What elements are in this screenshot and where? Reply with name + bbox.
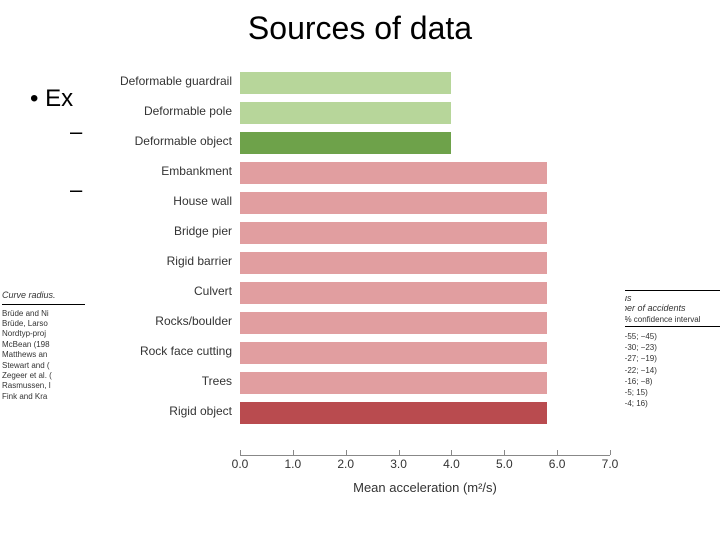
page-title: Sources of data <box>0 10 720 47</box>
table-row: (−22; −14) <box>620 365 720 376</box>
table-left-header: Curve radius. <box>2 290 90 305</box>
bar-label: Deformable pole <box>144 104 232 118</box>
table-row: (−16; −8) <box>620 376 720 387</box>
bar-label: Rock face cutting <box>140 344 232 358</box>
x-tick-mark <box>610 450 611 455</box>
bar-row: Deformable object <box>240 128 610 158</box>
bar-label: Trees <box>202 374 232 388</box>
bar <box>240 252 547 274</box>
bar <box>240 192 547 214</box>
x-tick-mark <box>240 450 241 455</box>
table-row: Matthews an <box>2 350 90 360</box>
bar <box>240 102 451 124</box>
bar-row: Rigid barrier <box>240 248 610 278</box>
bar-row: Rigid object <box>240 398 610 428</box>
bar <box>240 72 451 94</box>
table-fragment-left: Curve radius. Brüde and NiBrüde, LarsoNo… <box>2 290 90 402</box>
table-row: (−27; −19) <box>620 353 720 364</box>
table-row: McBean (198 <box>2 340 90 350</box>
table-row: Rasmussen, I <box>2 381 90 391</box>
x-tick-label: 4.0 <box>443 457 460 471</box>
x-tick-label: 5.0 <box>496 457 513 471</box>
table-row: Zegeer et al. ( <box>2 371 90 381</box>
bar <box>240 402 547 424</box>
x-tick-label: 7.0 <box>602 457 619 471</box>
bar-row: Embankment <box>240 158 610 188</box>
chart-x-axis-label: Mean acceleration (m²/s) <box>240 480 610 495</box>
bar <box>240 312 547 334</box>
x-tick-label: 3.0 <box>390 457 407 471</box>
bar-label: Rigid object <box>169 404 232 418</box>
bar-label: Rocks/boulder <box>155 314 232 328</box>
bar <box>240 342 547 364</box>
x-tick-mark <box>504 450 505 455</box>
bar-label: Culvert <box>194 284 232 298</box>
bar-row: Trees <box>240 368 610 398</box>
table-row: (−5; 15) <box>620 387 720 398</box>
x-tick-label: 0.0 <box>232 457 249 471</box>
bar-row: Rocks/boulder <box>240 308 610 338</box>
table-row: Brüde and Ni <box>2 309 90 319</box>
x-tick-mark <box>557 450 558 455</box>
x-tick-label: 2.0 <box>337 457 354 471</box>
bar-label: House wall <box>173 194 232 208</box>
bar-label: Deformable guardrail <box>120 74 232 88</box>
table-row: (−55; −45) <box>620 331 720 342</box>
bar-row: Bridge pier <box>240 218 610 248</box>
bar-row: Deformable guardrail <box>240 68 610 98</box>
bar <box>240 162 547 184</box>
table-right-h2: iber of accidents <box>620 303 720 313</box>
x-tick-mark <box>293 450 294 455</box>
chart-plot-area: Deformable guardrailDeformable poleDefor… <box>240 60 610 456</box>
table-fragment-right: ius iber of accidents 5% confidence inte… <box>616 290 720 409</box>
bar <box>240 372 547 394</box>
table-row: Stewart and ( <box>2 361 90 371</box>
bar-row: Rock face cutting <box>240 338 610 368</box>
x-tick-mark <box>346 450 347 455</box>
slide: Sources of data Ex E ook of I ( to I Cur… <box>0 0 720 540</box>
table-row: Brüde, Larso <box>2 319 90 329</box>
bar <box>240 282 547 304</box>
bullet-main-text: Ex <box>45 85 73 112</box>
chart-x-ticks: 0.01.02.03.04.05.06.07.0 <box>240 455 610 475</box>
x-tick-label: 6.0 <box>549 457 566 471</box>
bar-row: Deformable pole <box>240 98 610 128</box>
bar <box>240 132 451 154</box>
bar-chart: Deformable guardrailDeformable poleDefor… <box>85 55 625 505</box>
table-row: (−4; 16) <box>620 398 720 409</box>
table-row: (−30; −23) <box>620 342 720 353</box>
table-right-h1: ius <box>620 293 720 303</box>
table-row: Fink and Kra <box>2 392 90 402</box>
bar-label: Embankment <box>161 164 232 178</box>
x-tick-label: 1.0 <box>285 457 302 471</box>
table-right-h3: 5% confidence interval <box>620 315 720 327</box>
bar-label: Deformable object <box>135 134 232 148</box>
bar-row: Culvert <box>240 278 610 308</box>
bar <box>240 222 547 244</box>
x-tick-mark <box>399 450 400 455</box>
bar-label: Rigid barrier <box>167 254 232 268</box>
bar-row: House wall <box>240 188 610 218</box>
bar-label: Bridge pier <box>174 224 232 238</box>
table-row: Nordtyp-proj <box>2 329 90 339</box>
x-tick-mark <box>451 450 452 455</box>
